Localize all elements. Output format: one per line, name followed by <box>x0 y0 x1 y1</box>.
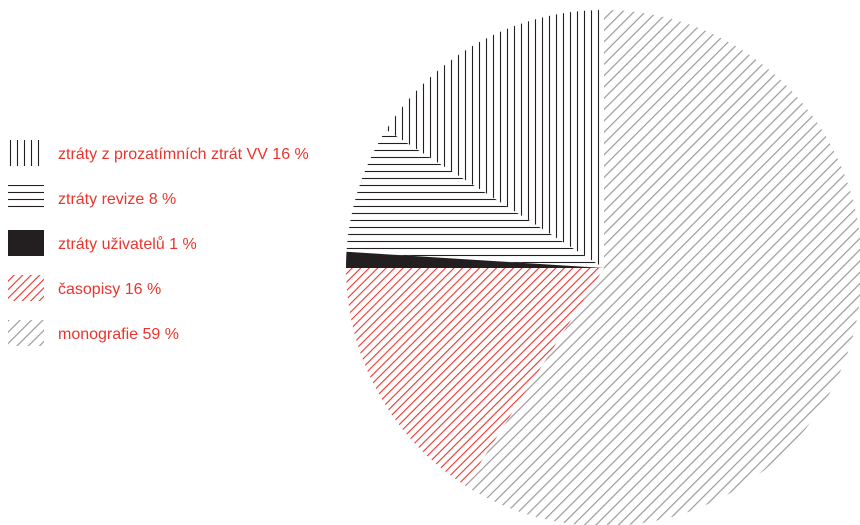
legend-label-revize: ztráty revize 8 % <box>58 191 176 208</box>
legend-label-vv: ztráty z prozatímních ztrát VV 16 % <box>58 146 309 163</box>
pie-slice-monografie <box>465 10 860 525</box>
legend-label-casopisy: časopisy 16 % <box>58 281 161 298</box>
legend-label-monografie: monografie 59 % <box>58 326 179 343</box>
pie-slices <box>346 10 860 525</box>
pie-slice-casopisy <box>346 268 604 486</box>
legend-swatch-uzivatelu <box>8 230 44 256</box>
pie-slice-vv <box>386 10 604 268</box>
legend-swatch-monografie <box>8 320 44 346</box>
pie-slice-uzivatelu <box>346 251 604 268</box>
pie-slice-revize <box>346 129 604 268</box>
legend: ztráty z prozatímních ztrát VV 16 % ztrát… <box>8 140 309 346</box>
legend-swatch-vv <box>8 140 44 166</box>
legend-label-uzivatelu: ztráty uživatelů 1 % <box>58 235 197 253</box>
legend-swatch-casopisy <box>8 275 44 301</box>
legend-swatch-revize <box>8 185 44 211</box>
